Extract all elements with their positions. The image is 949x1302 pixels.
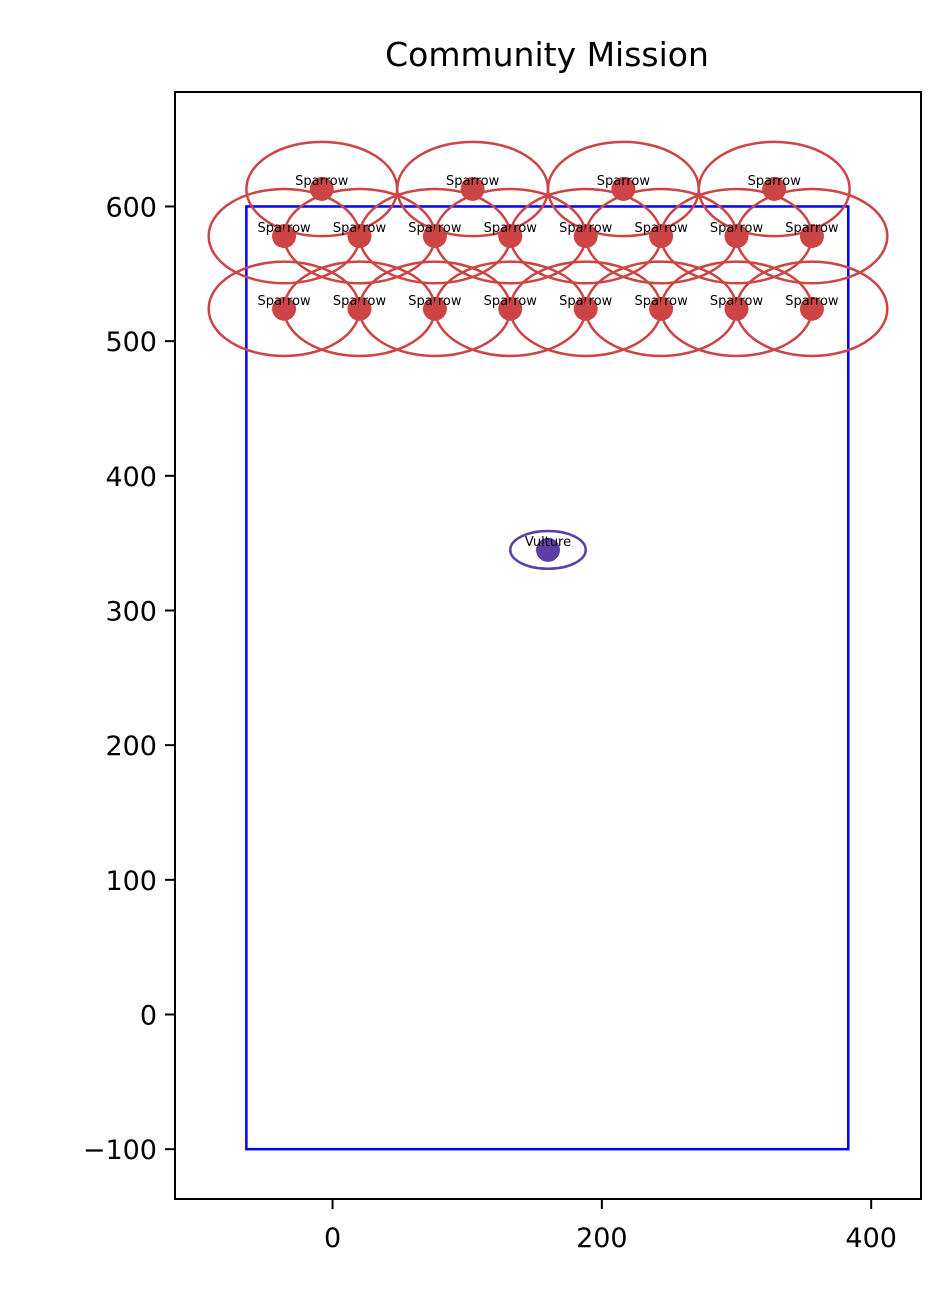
- unit-marker: [799, 296, 824, 321]
- plot-area: Sparrow Sparrow Sparrow Sparrow Sparrow Sparr…: [207, 140, 889, 1151]
- x-tick-label: 200: [576, 1223, 628, 1254]
- y-tick-label: 600: [105, 192, 157, 223]
- unit-label: Vulture: [525, 535, 571, 550]
- x-tick-label: 400: [845, 1223, 897, 1254]
- unit-marker: [611, 176, 636, 201]
- unit-range-ellipse: [735, 260, 889, 358]
- y-tick-label: 0: [140, 1001, 157, 1032]
- unit-label: Sparrow: [785, 221, 839, 236]
- unit-marker: [460, 176, 485, 201]
- unit-label: Sparrow: [446, 174, 500, 189]
- unit-marker: [799, 224, 824, 249]
- unit-sparrow: Sparrow: [546, 140, 701, 238]
- mission-boundary: [245, 205, 850, 1151]
- y-tick-label: 200: [105, 731, 157, 762]
- y-axis: −100 0 100 200 300 400 500 600: [83, 192, 175, 1166]
- unit-label: Sparrow: [748, 174, 802, 189]
- unit-label: Sparrow: [785, 294, 839, 309]
- x-axis: 0 200 400: [324, 1199, 897, 1254]
- x-tick-label: 0: [324, 1223, 341, 1254]
- y-tick-label: 300: [105, 596, 157, 627]
- unit-range-ellipse: [697, 140, 851, 238]
- y-tick-label: −100: [83, 1135, 157, 1166]
- axes-frame: [174, 91, 922, 1200]
- y-tick-label: 500: [105, 327, 157, 358]
- unit-vulture: Vulture: [509, 529, 587, 570]
- unit-label: Sparrow: [597, 174, 651, 189]
- unit-marker: [762, 176, 787, 201]
- unit-sparrow: Sparrow: [395, 140, 550, 238]
- unit-sparrow: Sparrow: [697, 140, 851, 238]
- y-tick-label: 100: [105, 866, 157, 897]
- unit-marker: [309, 176, 334, 201]
- unit-range-ellipse: [735, 187, 889, 285]
- unit-sparrow: Sparrow: [735, 187, 889, 285]
- unit-range-ellipse: [509, 529, 587, 570]
- y-tick-label: 400: [105, 462, 157, 493]
- unit-marker: [536, 537, 560, 562]
- chart-title: Community Mission: [385, 35, 709, 74]
- unit-sparrow: Sparrow: [735, 260, 889, 358]
- unit-label: Sparrow: [295, 174, 349, 189]
